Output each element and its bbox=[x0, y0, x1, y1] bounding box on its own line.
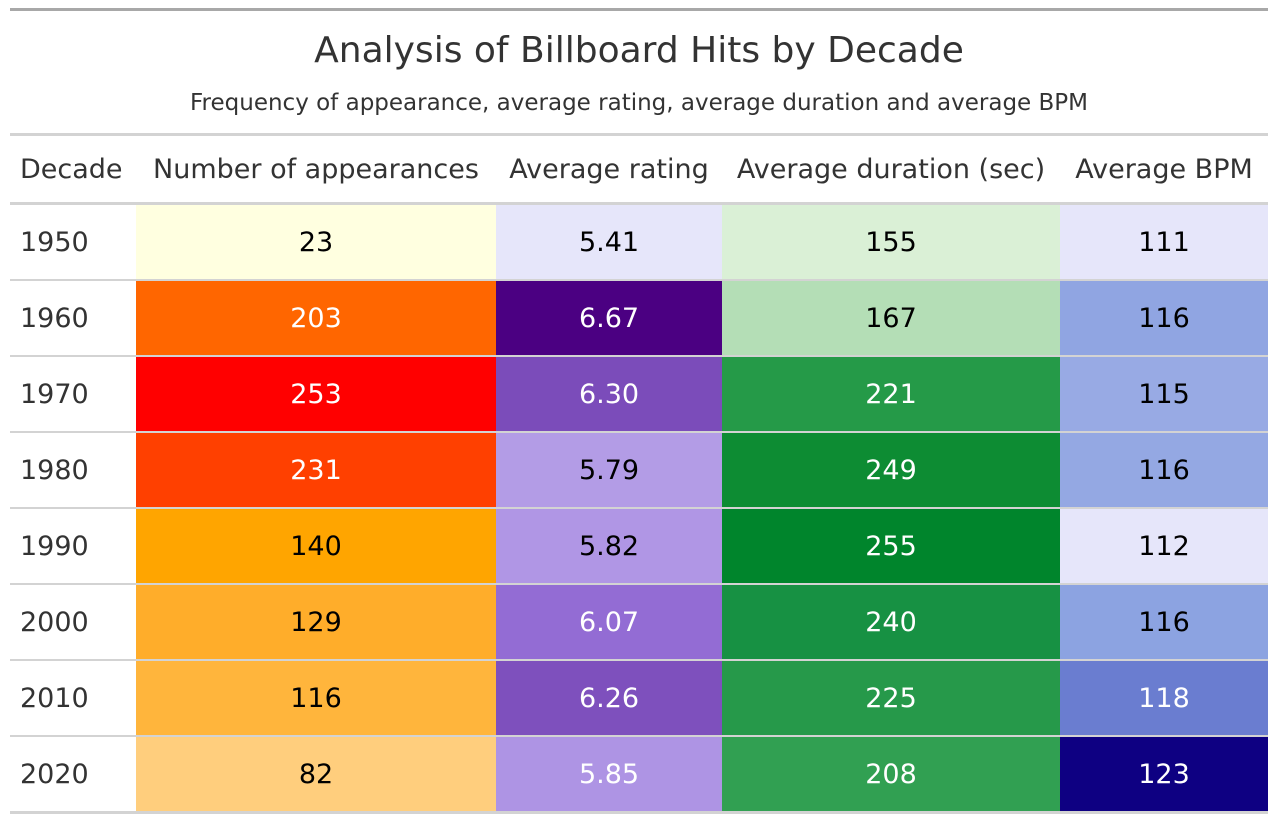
table-row: 1980 231 5.79 249 116 bbox=[10, 431, 1268, 508]
appearances-cell: 253 bbox=[136, 355, 496, 432]
duration-cell: 155 bbox=[722, 203, 1060, 280]
rating-cell: 6.07 bbox=[496, 583, 722, 660]
header-row: Decade Number of appearances Average rat… bbox=[10, 136, 1268, 205]
table-row: 2000 129 6.07 240 116 bbox=[10, 583, 1268, 660]
duration-cell: 167 bbox=[722, 279, 1060, 356]
column-header-bpm: Average BPM bbox=[1060, 136, 1268, 205]
rating-cell: 6.30 bbox=[496, 355, 722, 432]
rating-cell: 6.67 bbox=[496, 279, 722, 356]
appearances-cell: 231 bbox=[136, 431, 496, 508]
bottom-rule bbox=[10, 811, 1268, 814]
column-header-duration: Average duration (sec) bbox=[722, 136, 1060, 205]
rating-cell: 5.82 bbox=[496, 507, 722, 584]
table-title: Analysis of Billboard Hits by Decade bbox=[314, 30, 964, 71]
table-row: 1990 140 5.82 255 112 bbox=[10, 507, 1268, 584]
decade-cell: 1950 bbox=[10, 203, 136, 280]
table-subtitle: Frequency of appearance, average rating,… bbox=[189, 90, 1089, 116]
top-rule bbox=[10, 8, 1268, 11]
duration-cell: 225 bbox=[722, 659, 1060, 736]
appearances-cell: 129 bbox=[136, 583, 496, 660]
bpm-cell: 112 bbox=[1060, 507, 1268, 584]
table-row: 2010 116 6.26 225 118 bbox=[10, 659, 1268, 736]
column-header-appearances: Number of appearances bbox=[136, 136, 496, 205]
bpm-cell: 111 bbox=[1060, 203, 1268, 280]
decade-cell: 1970 bbox=[10, 355, 136, 432]
table-row: 1960 203 6.67 167 116 bbox=[10, 279, 1268, 356]
duration-cell: 208 bbox=[722, 735, 1060, 811]
duration-cell: 221 bbox=[722, 355, 1060, 432]
bpm-cell: 115 bbox=[1060, 355, 1268, 432]
decade-cell: 2010 bbox=[10, 659, 136, 736]
table-body: 1950 23 5.41 155 111 1960 203 6.67 167 116 1970 253… bbox=[10, 203, 1268, 811]
bpm-cell: 123 bbox=[1060, 735, 1268, 811]
bpm-cell: 116 bbox=[1060, 431, 1268, 508]
rating-cell: 6.26 bbox=[496, 659, 722, 736]
appearances-cell: 82 bbox=[136, 735, 496, 811]
column-header-rating: Average rating bbox=[496, 136, 722, 205]
table-row: 1950 23 5.41 155 111 bbox=[10, 203, 1268, 280]
decade-cell: 2020 bbox=[10, 735, 136, 811]
appearances-cell: 23 bbox=[136, 203, 496, 280]
bpm-cell: 118 bbox=[1060, 659, 1268, 736]
rating-cell: 5.79 bbox=[496, 431, 722, 508]
decade-cell: 2000 bbox=[10, 583, 136, 660]
table-row: 2020 82 5.85 208 123 bbox=[10, 735, 1268, 811]
appearances-cell: 203 bbox=[136, 279, 496, 356]
duration-cell: 255 bbox=[722, 507, 1060, 584]
decade-cell: 1990 bbox=[10, 507, 136, 584]
appearances-cell: 140 bbox=[136, 507, 496, 584]
table-row: 1970 253 6.30 221 115 bbox=[10, 355, 1268, 432]
bpm-cell: 116 bbox=[1060, 583, 1268, 660]
rating-cell: 5.85 bbox=[496, 735, 722, 811]
duration-cell: 240 bbox=[722, 583, 1060, 660]
billboard-table: Decade Number of appearances Average rat… bbox=[10, 136, 1268, 811]
data-table-container: Analysis of Billboard Hits by Decade Fre… bbox=[10, 8, 1268, 814]
appearances-cell: 116 bbox=[136, 659, 496, 736]
duration-cell: 249 bbox=[722, 431, 1060, 508]
bpm-cell: 116 bbox=[1060, 279, 1268, 356]
rating-cell: 5.41 bbox=[496, 203, 722, 280]
decade-cell: 1980 bbox=[10, 431, 136, 508]
decade-cell: 1960 bbox=[10, 279, 136, 356]
column-header-decade: Decade bbox=[10, 136, 136, 205]
subtitle-rule bbox=[10, 133, 1268, 136]
